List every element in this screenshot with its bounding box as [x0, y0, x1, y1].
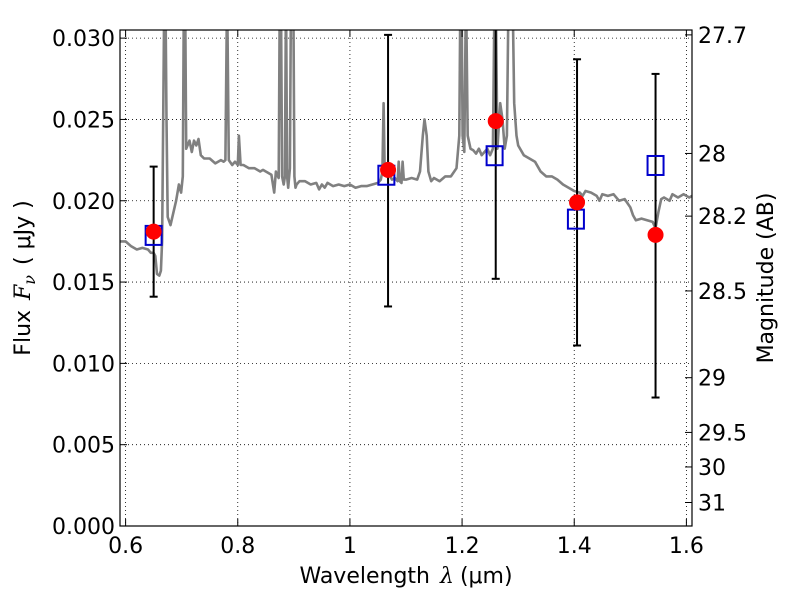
y-axis-label-prefix: Flux [11, 310, 36, 356]
y2-axis: 27.7 28 28.2 28.5 29 29.5 30 31 [685, 24, 747, 516]
y-tick-label: 0.020 [52, 190, 115, 215]
observed-flux-point [569, 194, 586, 211]
plot-frame [119, 29, 693, 527]
model-photometry-point [646, 154, 665, 176]
y2-tick-label: 29.5 [698, 421, 747, 446]
y2-tick-label: 27.7 [698, 24, 747, 49]
y-tick-label: 0.025 [52, 108, 115, 133]
y2-tick-label: 31 [698, 491, 726, 516]
x-tick-label: 1.2 [445, 534, 480, 559]
observed-flux-layer [145, 113, 664, 243]
x-axis: 0.6 0.8 1 1.2 1.4 1.6 [108, 30, 704, 559]
y2-axis-label: Magnitude (AB) [754, 193, 779, 364]
observed-flux-point [647, 226, 664, 243]
x-tick-label: 1 [343, 534, 357, 559]
model-photometry-point [485, 145, 504, 167]
y-tick-label: 0.030 [52, 27, 115, 52]
x-tick-label: 0.8 [220, 534, 255, 559]
y2-tick-label: 28.5 [698, 280, 747, 305]
y2-tick-label: 29 [698, 367, 726, 392]
y-axis-label-symbol: F [11, 284, 36, 301]
y-tick-label: 0.000 [52, 515, 115, 540]
y-axis: 0.000 0.005 0.010 0.015 0.020 0.025 0.030 [52, 27, 127, 540]
y-tick-label: 0.015 [52, 271, 115, 296]
y-tick-label: 0.010 [52, 352, 115, 377]
x-axis-label-symbol: λ [439, 564, 454, 589]
y-axis-label-subscript: ν [20, 275, 39, 285]
y-axis-label-unit: ( μJy ) [11, 200, 36, 265]
y2-tick-label: 28.2 [698, 205, 747, 230]
observed-flux-point [145, 223, 162, 240]
x-axis-label-text: Wavelength [299, 564, 430, 589]
x-axis-label-unit: (μm) [460, 564, 513, 589]
observed-flux-point [487, 113, 504, 130]
x-tick-label: 1.6 [669, 534, 704, 559]
x-axis-label: Wavelength λ (μm) [299, 564, 512, 589]
plot-area [120, 30, 692, 526]
y-tick-label: 0.005 [52, 434, 115, 459]
y2-tick-label: 30 [698, 456, 726, 481]
y-axis-label: Flux Fν ( μJy ) [11, 200, 39, 355]
x-tick-label: 0.6 [108, 534, 143, 559]
y2-tick-label: 28 [698, 142, 726, 167]
x-tick-label: 1.4 [557, 534, 592, 559]
observed-flux-point [380, 161, 397, 178]
